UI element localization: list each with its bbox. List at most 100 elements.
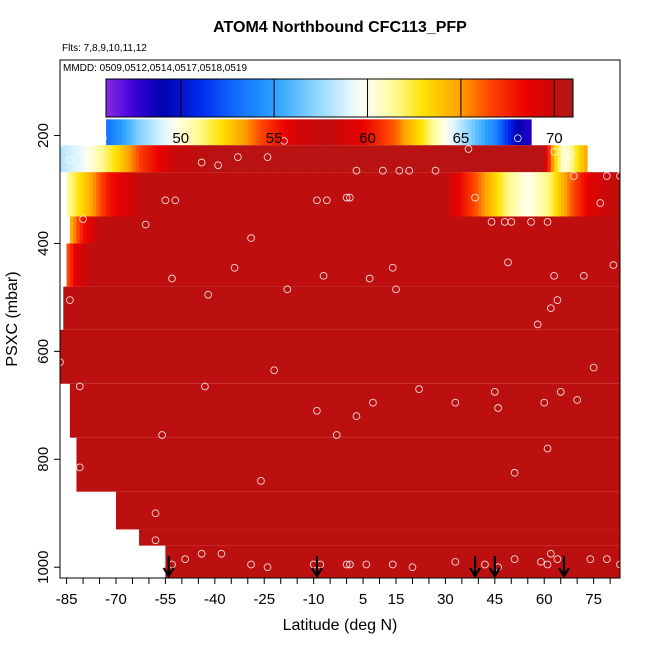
heatmap-cell <box>234 172 239 217</box>
heatmap-cell <box>162 145 167 173</box>
heatmap-cell <box>409 145 414 173</box>
heatmap-cell <box>247 216 252 244</box>
heatmap-cell <box>162 243 167 287</box>
heatmap-cell <box>583 172 588 217</box>
heatmap-cell <box>99 216 104 244</box>
heatmap-cell <box>491 243 496 287</box>
heatmap-cell <box>300 119 305 146</box>
heatmap-cell <box>508 119 512 146</box>
heatmap-cell <box>132 145 137 173</box>
heatmap-cell <box>142 172 147 217</box>
sample-point <box>151 536 160 545</box>
heatmap-cell <box>606 172 611 217</box>
heatmap-cell <box>79 145 84 173</box>
heatmap-cell <box>498 172 503 217</box>
heatmap-cell <box>386 145 391 173</box>
heatmap-cell <box>158 172 163 217</box>
heatmap-cell <box>461 172 466 217</box>
heatmap-cell <box>573 172 578 217</box>
heatmap-cell <box>323 119 328 146</box>
heatmap-cell <box>369 145 374 173</box>
heatmap-cell <box>152 119 157 146</box>
heatmap-cell <box>445 216 450 244</box>
heatmap-cell <box>465 119 470 146</box>
heatmap-cell <box>303 145 308 173</box>
heatmap-cell <box>544 145 549 173</box>
heatmap-cell <box>366 243 371 287</box>
heatmap-cell <box>432 119 437 146</box>
heatmap-cell <box>211 145 216 173</box>
heatmap-cell <box>221 172 226 217</box>
heatmap-cell <box>116 172 120 217</box>
heatmap-cell <box>320 119 325 146</box>
heatmap-cell <box>405 145 410 173</box>
heatmap-cell <box>547 243 552 287</box>
heatmap-cell <box>392 145 397 173</box>
heatmap-cell <box>89 145 94 173</box>
heatmap-cell <box>442 172 447 217</box>
heatmap-cell <box>537 172 542 217</box>
heatmap-cell <box>290 172 295 217</box>
heatmap-cell <box>580 216 585 244</box>
y-axis-label: PSXC (mbar) <box>4 271 21 366</box>
heatmap-cell <box>280 172 285 217</box>
heatmap-cell <box>260 243 265 287</box>
heatmap-cell <box>244 145 249 173</box>
heatmap-cell <box>168 172 173 217</box>
y-tick-label: 600 <box>35 339 52 364</box>
heatmap-cell <box>270 216 275 244</box>
x-tick-label: 15 <box>388 591 405 608</box>
heatmap-cell <box>277 216 282 244</box>
heatmap-cell <box>155 243 160 287</box>
heatmap-cell <box>346 243 351 287</box>
heatmap-cell <box>310 172 315 217</box>
heatmap-cell <box>504 172 509 217</box>
heatmap-cell <box>349 119 354 146</box>
heatmap-cell <box>593 172 598 217</box>
heatmap-cell <box>201 216 206 244</box>
heatmap-cell <box>165 243 170 287</box>
heatmap-cell <box>237 145 242 173</box>
heatmap-cell <box>481 119 486 146</box>
heatmap-cell <box>471 243 476 287</box>
heatmap-cell <box>379 216 384 244</box>
heatmap-cell <box>264 119 269 146</box>
heatmap-cell <box>247 119 252 146</box>
heatmap-cell <box>455 119 460 146</box>
heatmap-cell <box>438 216 443 244</box>
heatmap-cell <box>214 145 219 173</box>
heatmap-cell <box>307 243 311 287</box>
heatmap-cell <box>534 145 539 173</box>
heatmap-cell <box>587 243 591 287</box>
heatmap-cell <box>211 119 216 146</box>
heatmap-cell <box>264 216 269 244</box>
heatmap-cell <box>254 119 259 146</box>
heatmap-cell <box>550 216 555 244</box>
heatmap-cell <box>293 243 298 287</box>
heatmap-cell <box>508 145 512 173</box>
heatmap-cell <box>511 216 516 244</box>
heatmap-cell <box>399 216 404 244</box>
heatmap-cell <box>172 216 176 244</box>
heatmap-cell <box>83 145 87 173</box>
heatmap-cell <box>307 145 311 173</box>
heatmap-cell <box>600 243 605 287</box>
heatmap-cell <box>152 216 157 244</box>
heatmap-cell <box>92 145 97 173</box>
heatmap-cell <box>234 216 239 244</box>
heatmap-cell <box>498 216 503 244</box>
heatmap-cell <box>132 243 137 287</box>
heatmap-cell <box>181 216 186 244</box>
heatmap-cell <box>112 243 117 287</box>
sample-point <box>158 431 166 439</box>
heatmap-cell <box>300 243 305 287</box>
heatmap-cell <box>527 243 532 287</box>
heatmap-cell <box>567 145 572 173</box>
heatmap-cell <box>244 243 249 287</box>
colorbar-tick-label: 60 <box>359 130 376 147</box>
sample-point <box>586 555 595 563</box>
heatmap-cell <box>405 216 410 244</box>
heatmap-cell <box>178 119 183 146</box>
heatmap-cell <box>613 172 618 217</box>
heatmap-cell <box>254 145 259 173</box>
